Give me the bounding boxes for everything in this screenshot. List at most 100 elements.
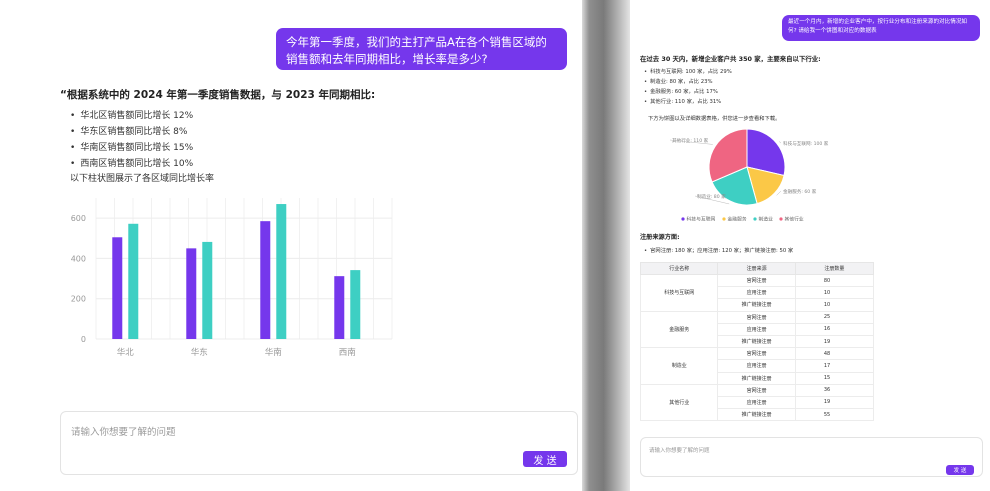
list-item: 制造业: 80 家，占比 23% — [644, 77, 732, 87]
count-cell: 25 — [794, 310, 875, 324]
legend-label: 制造业 — [759, 216, 774, 223]
bar — [334, 276, 345, 339]
count-cell: 16 — [794, 322, 875, 336]
table-row: 制造业 官网注册 48 — [639, 347, 875, 385]
list-item: 华南区销售额同比增长 15% — [70, 140, 193, 156]
bar-chart: 0 200 400 600 华北 华东 华南 西南 — [71, 198, 393, 358]
source-cell: 应用注册 — [717, 286, 796, 300]
count-cell: 80 — [794, 273, 875, 288]
count-cell: 17 — [794, 359, 875, 373]
pie-caption: 下方为饼图以及详细数据表格，供您进一步查看和下载。 — [648, 116, 781, 122]
count-cell: 19 — [794, 395, 875, 410]
source-cell: 官网注册 — [717, 347, 796, 361]
user-message-bubble: 最近一个月内，新增的企业客户中，按行业分布和注册来源的对比情况如何? 请给我一个… — [782, 15, 980, 41]
count-cell: 10 — [794, 286, 875, 300]
list-item: 金融服务: 60 家，占比 17% — [644, 87, 732, 97]
count-cell: 48 — [794, 347, 875, 361]
source-cell: 官网注册 — [717, 383, 796, 397]
count-cell: 19 — [794, 334, 875, 349]
growth-list: 华北区销售额同比增长 12% 华东区销售额同比增长 8% 华南区销售额同比增长 … — [70, 108, 193, 172]
slice-label: 科技与互联网: 100 家 — [783, 140, 829, 147]
table-row: 科技与互联网 官网注册 80 — [639, 273, 875, 312]
bar — [260, 221, 271, 339]
question-input[interactable]: 请输入你想要了解的问题 — [71, 427, 176, 438]
pie-slice — [711, 166, 758, 206]
label-leader — [776, 190, 782, 196]
legend-label: 金融服务 — [728, 216, 747, 223]
question-input[interactable]: 请输入你想要了解的问题 — [649, 448, 710, 454]
industry-cell: 金融服务 — [639, 310, 719, 349]
count-cell: 15 — [794, 371, 875, 385]
legend-label: 科技与互联网 — [687, 216, 716, 223]
bar — [186, 248, 197, 339]
table-row: 推广链接注册 10 — [641, 298, 875, 312]
question-input-box[interactable]: 请输入你想要了解的问题 发 送 — [640, 437, 983, 477]
y-tick-label: 400 — [71, 254, 86, 263]
answer-intro: “根据系统中的 2024 年第一季度销售数据，与 2023 年同期相比: — [60, 89, 376, 101]
chat-panel-right: 最近一个月内，新增的企业客户中，按行业分布和注册来源的对比情况如何? 请给我一个… — [630, 0, 990, 491]
count-cell: 55 — [794, 408, 875, 422]
pie-slice — [746, 128, 786, 177]
industry-cell: 制造业 — [639, 347, 719, 385]
label-leader — [694, 195, 730, 205]
legend-label: 其他行业 — [785, 216, 804, 223]
legend-swatch — [779, 217, 783, 221]
list-item: 西南区销售额同比增长 10% — [70, 156, 193, 172]
source-cell: 官网注册 — [717, 273, 796, 288]
count-cell: 36 — [794, 383, 875, 397]
legend-swatch — [722, 217, 726, 221]
list-item: 华北区销售额同比增长 12% — [70, 108, 193, 124]
source-cell: 应用注册 — [717, 395, 796, 410]
registration-summary: 官网注册: 180 家；应用注册: 120 家；推广链接注册: 50 家 — [644, 246, 793, 254]
chat-panel-left: 今年第一季度，我们的主打产品A在各个销售区域的销售额和去年同期相比，增长率是多少… — [0, 0, 582, 491]
user-message-bubble: 今年第一季度，我们的主打产品A在各个销售区域的销售额和去年同期相比，增长率是多少… — [276, 28, 567, 70]
x-tick-label: 华南 — [265, 347, 282, 358]
y-tick-label: 200 — [71, 295, 86, 304]
bar — [202, 241, 213, 339]
source-cell: 推广链接注册 — [717, 298, 796, 312]
summary-title: 在过去 30 天内，新增企业客户共 350 家，主要来自以下行业: — [640, 55, 821, 63]
source-cell: 应用注册 — [717, 322, 796, 336]
bar — [128, 223, 139, 339]
y-tick-label: 600 — [71, 214, 86, 223]
source-cell: 官网注册 — [717, 310, 796, 324]
bar — [112, 237, 123, 339]
source-cell: 应用注册 — [717, 359, 796, 373]
send-button[interactable]: 发 送 — [946, 465, 974, 475]
count-cell: 10 — [794, 298, 875, 312]
table-header: 行业名称 — [639, 262, 719, 275]
label-leader — [778, 141, 782, 144]
registration-title: 注册来源方面: — [640, 234, 680, 241]
table-header: 注册数量 — [794, 262, 875, 275]
x-tick-label: 华北 — [117, 347, 135, 358]
industry-list: 科技与互联网: 100 家，占比 29% 制造业: 80 家，占比 23% 金融… — [644, 67, 732, 107]
chart-caption: 以下柱状图展示了各区域同比增长率 — [70, 174, 215, 184]
industry-cell: 其他行业 — [639, 383, 719, 422]
source-cell: 推广链接注册 — [717, 371, 796, 385]
question-input-box[interactable]: 请输入你想要了解的问题 发 送 — [60, 411, 578, 475]
y-tick-label: 0 — [81, 335, 86, 344]
list-item: 华东区销售额同比增长 8% — [70, 124, 193, 140]
slice-label: 其他行业: 110 家 — [672, 137, 709, 144]
source-cell: 推广链接注册 — [717, 408, 796, 422]
source-cell: 推广链接注册 — [717, 334, 796, 349]
bar — [350, 270, 361, 339]
legend-swatch — [753, 217, 757, 221]
slice-label: 金融服务: 60 家 — [783, 188, 817, 195]
window-divider — [582, 0, 630, 491]
industry-cell: 科技与互联网 — [639, 274, 719, 312]
legend-swatch — [681, 217, 685, 221]
table-header: 注册来源 — [717, 262, 796, 275]
table-row: 金融服务 官网注册 25 — [639, 310, 875, 349]
registration-table: 行业名称 注册来源 注册数量 科技与互联网 官网注册 80 应用注册 10 推广链接注册 1… — [639, 262, 875, 422]
send-button[interactable]: 发 送 — [523, 451, 567, 467]
bar — [276, 204, 287, 339]
x-tick-label: 西南 — [339, 347, 356, 358]
list-item: 科技与互联网: 100 家，占比 29% — [644, 67, 732, 77]
table-row: 推广链接注册 55 — [641, 408, 875, 422]
x-tick-label: 华东 — [191, 347, 208, 358]
label-leader — [669, 139, 713, 145]
table-row: 其他行业 官网注册 36 — [639, 383, 875, 422]
pie-slice — [708, 128, 748, 183]
